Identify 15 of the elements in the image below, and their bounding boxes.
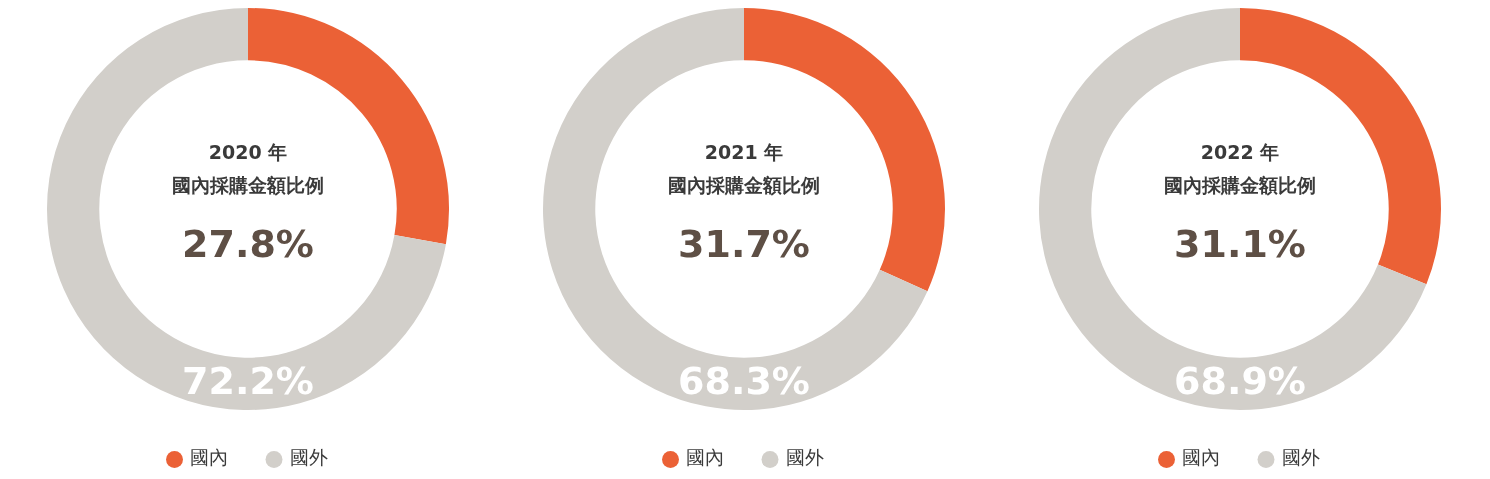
- legend-label: 國內: [1182, 446, 1220, 469]
- text: 國內採購金額比例: [668, 173, 820, 196]
- text: 2020 年: [208, 140, 288, 163]
- text: 31.7%: [678, 221, 810, 266]
- legend-label: 國外: [1281, 446, 1320, 469]
- text: 2021 年: [704, 140, 784, 163]
- legend-label: 國內: [686, 446, 724, 469]
- text: 31.1%: [1174, 221, 1306, 266]
- text: 2022 年: [1200, 140, 1280, 163]
- text: 國內採購金額比例: [172, 173, 324, 196]
- legend-label: 國內: [190, 446, 228, 469]
- text: 27.8%: [182, 221, 314, 266]
- legend-label: 國外: [289, 446, 328, 469]
- legend-label: 國外: [785, 446, 824, 469]
- text: 國內採購金額比例: [1164, 173, 1316, 196]
